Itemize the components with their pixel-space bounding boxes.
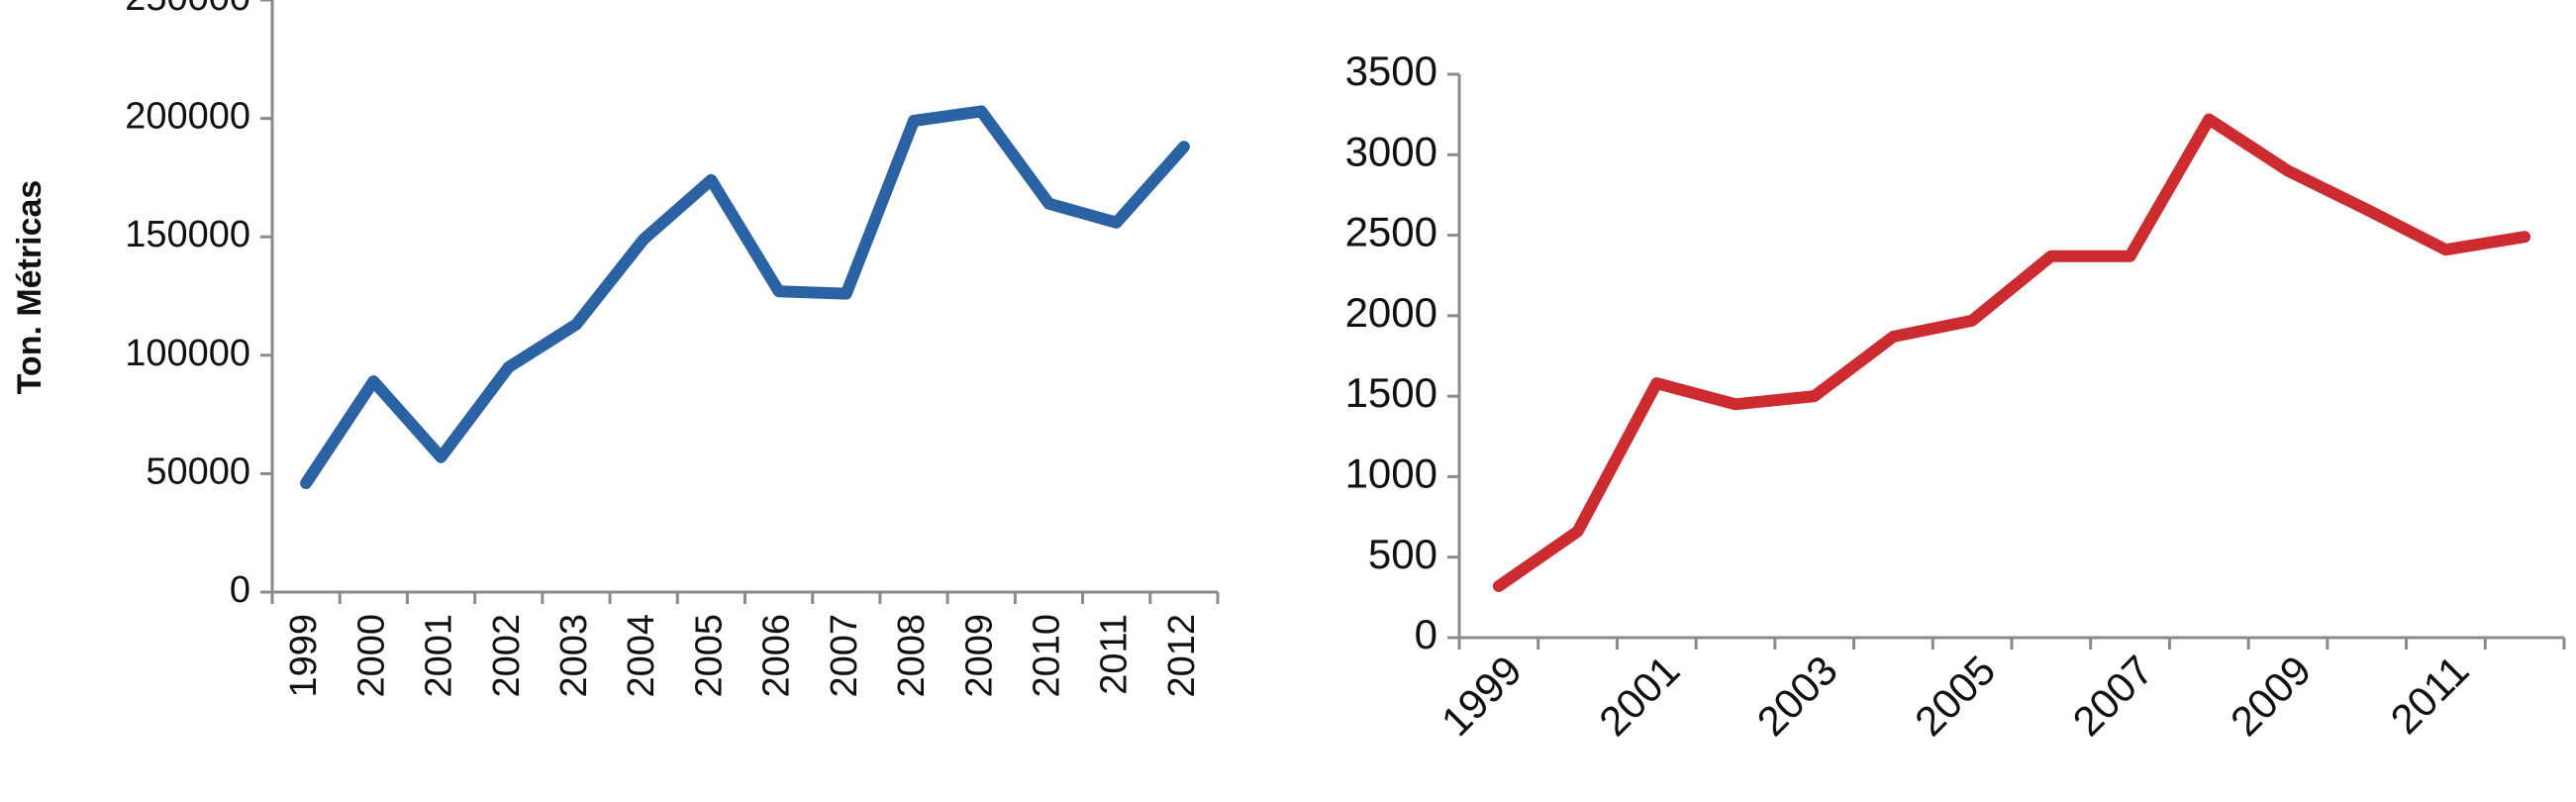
x-tick-label: 2000 <box>350 614 392 698</box>
data-point <box>303 480 309 486</box>
y-tick-label: 0 <box>1415 611 1437 657</box>
x-tick-label: 2004 <box>621 614 662 698</box>
data-point <box>1969 318 1975 324</box>
data-point <box>2364 207 2370 213</box>
right-line-chart: 0 500 1000 1500 2000 2500 3000 3500 1999 2001 2003… <box>1345 48 2566 745</box>
data-point <box>708 177 714 183</box>
data-point <box>2206 117 2212 123</box>
x-tick-label: 2005 <box>688 614 730 698</box>
x-tick-label: 1999 <box>283 614 325 698</box>
data-point <box>1496 583 1502 589</box>
data-point <box>2128 253 2133 259</box>
y-tick-label: 0 <box>230 569 250 611</box>
data-point <box>911 118 917 124</box>
x-tick-label: 2008 <box>891 614 933 698</box>
y-tick-label: 100000 <box>125 333 250 374</box>
y-tick-label: 1000 <box>1345 451 1437 497</box>
x-tick-label: 2007 <box>2063 647 2161 745</box>
data-point <box>506 364 512 370</box>
x-tick-label: 1999 <box>1433 647 1531 745</box>
data-point <box>573 322 579 328</box>
y-axis-title: Ton. Métricas <box>11 180 49 395</box>
y-tick-label: 2000 <box>1345 289 1437 336</box>
x-tick-label: 2007 <box>824 614 865 698</box>
y-tick-label: 2500 <box>1345 209 1437 255</box>
x-tick-label: 2009 <box>958 614 1000 698</box>
x-tick-label: 2011 <box>2382 647 2478 743</box>
y-tick-label: 500 <box>1368 531 1437 577</box>
data-point <box>2048 253 2054 259</box>
series-line <box>300 105 1190 489</box>
data-point <box>1653 380 1659 386</box>
y-tick-label: 1500 <box>1345 369 1437 416</box>
data-point <box>978 108 984 114</box>
data-point <box>1114 220 1120 226</box>
y-tick-label: 3500 <box>1345 48 1437 94</box>
x-tick-label: 2006 <box>756 614 798 698</box>
y-tick-label: 3000 <box>1345 128 1437 174</box>
series-line <box>1492 113 2531 592</box>
x-tick-label: 2005 <box>1906 647 2004 745</box>
x-tick-label: 2003 <box>553 614 595 698</box>
data-point <box>2522 234 2527 240</box>
x-tick-label: 2010 <box>1026 614 1067 698</box>
x-tick-label: 2011 <box>1094 614 1136 695</box>
data-point <box>370 378 376 384</box>
x-tick-label: 2009 <box>2222 647 2320 745</box>
data-point <box>843 291 849 297</box>
data-point <box>776 288 782 294</box>
data-point <box>2285 168 2291 174</box>
x-tick-label: 2002 <box>486 614 528 698</box>
y-tick-label: 50000 <box>146 451 250 492</box>
data-point <box>1890 334 1896 340</box>
y-tick-label: 250000 <box>125 0 250 19</box>
data-point <box>1733 401 1738 407</box>
data-point <box>1812 393 1818 399</box>
data-point <box>1181 144 1187 150</box>
data-point <box>2442 247 2448 252</box>
data-point <box>1045 201 1051 207</box>
x-tick-label: 2001 <box>1590 647 1688 745</box>
x-tick-label: 2001 <box>419 614 460 698</box>
x-tick-label: 2003 <box>1748 647 1846 745</box>
data-point <box>1575 529 1581 535</box>
y-tick-label: 200000 <box>125 96 250 138</box>
y-tick-label: 150000 <box>125 214 250 255</box>
x-tick-label: 2012 <box>1161 614 1203 698</box>
left-line-chart: 0 50000 100000 150000 200000 250000 1999 2000 20… <box>11 0 1220 698</box>
data-point <box>439 454 445 460</box>
data-point <box>641 237 646 243</box>
